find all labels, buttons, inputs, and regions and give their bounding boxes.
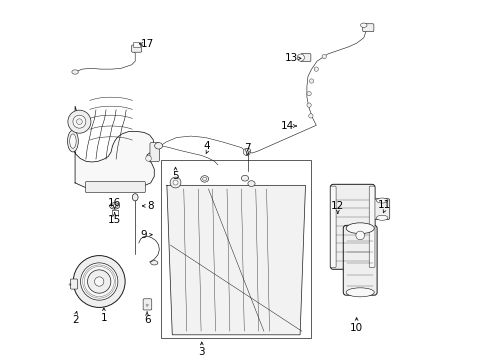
Text: 7: 7 <box>245 143 251 153</box>
Polygon shape <box>167 185 305 335</box>
Ellipse shape <box>68 130 78 152</box>
Bar <box>162 160 311 338</box>
FancyBboxPatch shape <box>143 299 152 310</box>
Ellipse shape <box>242 175 248 181</box>
Circle shape <box>173 180 178 185</box>
Ellipse shape <box>111 204 118 208</box>
FancyBboxPatch shape <box>374 199 390 220</box>
Ellipse shape <box>202 177 207 180</box>
FancyBboxPatch shape <box>133 42 141 48</box>
Text: 9: 9 <box>140 230 147 240</box>
Circle shape <box>307 103 311 107</box>
Text: 15: 15 <box>108 215 122 225</box>
Circle shape <box>314 67 319 71</box>
Ellipse shape <box>376 215 388 220</box>
Text: 10: 10 <box>350 323 363 333</box>
Text: 8: 8 <box>147 201 154 211</box>
Text: 16: 16 <box>108 198 122 208</box>
Ellipse shape <box>346 223 374 234</box>
Circle shape <box>95 277 104 286</box>
Circle shape <box>74 256 125 307</box>
Text: 13: 13 <box>285 53 298 63</box>
Ellipse shape <box>361 23 367 27</box>
Text: 6: 6 <box>144 315 150 325</box>
Circle shape <box>310 79 314 83</box>
Text: 11: 11 <box>378 200 392 210</box>
FancyBboxPatch shape <box>86 181 145 193</box>
Ellipse shape <box>248 181 255 186</box>
Circle shape <box>243 148 250 156</box>
Text: 4: 4 <box>204 141 211 151</box>
FancyBboxPatch shape <box>343 225 377 295</box>
Polygon shape <box>72 106 154 191</box>
Circle shape <box>356 231 365 240</box>
Circle shape <box>73 115 86 128</box>
FancyBboxPatch shape <box>363 24 374 32</box>
Circle shape <box>309 114 313 118</box>
Ellipse shape <box>376 198 388 203</box>
Text: 3: 3 <box>198 347 205 357</box>
Ellipse shape <box>151 261 158 265</box>
FancyBboxPatch shape <box>150 143 159 162</box>
FancyBboxPatch shape <box>132 45 142 52</box>
Text: 2: 2 <box>73 315 79 325</box>
Ellipse shape <box>155 143 163 149</box>
Ellipse shape <box>70 134 76 148</box>
FancyBboxPatch shape <box>301 54 311 62</box>
Circle shape <box>88 270 111 293</box>
FancyBboxPatch shape <box>330 186 336 267</box>
Text: 12: 12 <box>331 201 344 211</box>
Ellipse shape <box>201 176 209 182</box>
Text: 1: 1 <box>100 312 107 323</box>
Ellipse shape <box>346 288 374 297</box>
Circle shape <box>146 156 151 161</box>
Text: 17: 17 <box>141 39 154 49</box>
Ellipse shape <box>132 194 138 201</box>
Circle shape <box>170 177 181 188</box>
Circle shape <box>76 119 82 125</box>
FancyBboxPatch shape <box>369 186 375 267</box>
Text: 5: 5 <box>172 171 179 181</box>
Circle shape <box>80 263 118 300</box>
Ellipse shape <box>110 203 120 209</box>
Circle shape <box>297 54 304 61</box>
Circle shape <box>68 110 91 133</box>
Ellipse shape <box>72 70 78 74</box>
FancyBboxPatch shape <box>330 184 375 269</box>
Text: 14: 14 <box>281 121 294 131</box>
FancyBboxPatch shape <box>71 279 77 289</box>
Circle shape <box>307 91 311 96</box>
Circle shape <box>322 54 326 59</box>
Ellipse shape <box>245 148 250 152</box>
